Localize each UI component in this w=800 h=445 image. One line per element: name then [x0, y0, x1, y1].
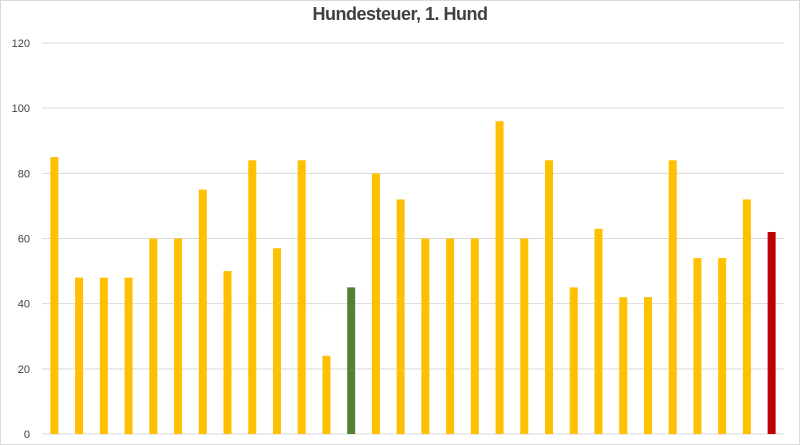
bar	[99, 277, 108, 434]
y-tick-label: 0	[24, 429, 30, 441]
bar	[643, 297, 652, 434]
bar	[693, 258, 702, 434]
bar	[396, 199, 405, 434]
bar	[470, 238, 479, 434]
bar	[347, 287, 356, 434]
bar	[495, 121, 504, 434]
bar	[248, 160, 257, 435]
bar	[50, 157, 59, 434]
bar	[668, 160, 677, 435]
bar	[75, 277, 84, 434]
bar	[371, 173, 380, 435]
bar	[421, 238, 430, 434]
bar	[174, 238, 183, 434]
bar	[149, 238, 158, 434]
bar	[767, 231, 776, 434]
bar	[569, 287, 578, 434]
bar	[272, 248, 281, 434]
bar	[446, 238, 455, 434]
chart-title: Hundesteuer, 1. Hund	[312, 4, 488, 24]
y-tick-label: 40	[18, 299, 30, 311]
bar	[619, 297, 628, 434]
bar	[520, 238, 529, 434]
y-tick-label: 120	[12, 38, 30, 50]
y-tick-label: 60	[18, 234, 30, 246]
y-tick-label: 20	[18, 364, 30, 376]
bar	[198, 189, 207, 434]
bar	[124, 277, 133, 434]
bar	[718, 258, 727, 434]
bar	[742, 199, 751, 434]
bar	[594, 228, 603, 434]
bar	[297, 160, 306, 435]
y-tick-label: 80	[18, 168, 30, 180]
bar	[322, 355, 331, 434]
bar	[545, 160, 554, 435]
y-tick-label: 100	[12, 103, 30, 115]
bar	[223, 271, 232, 434]
